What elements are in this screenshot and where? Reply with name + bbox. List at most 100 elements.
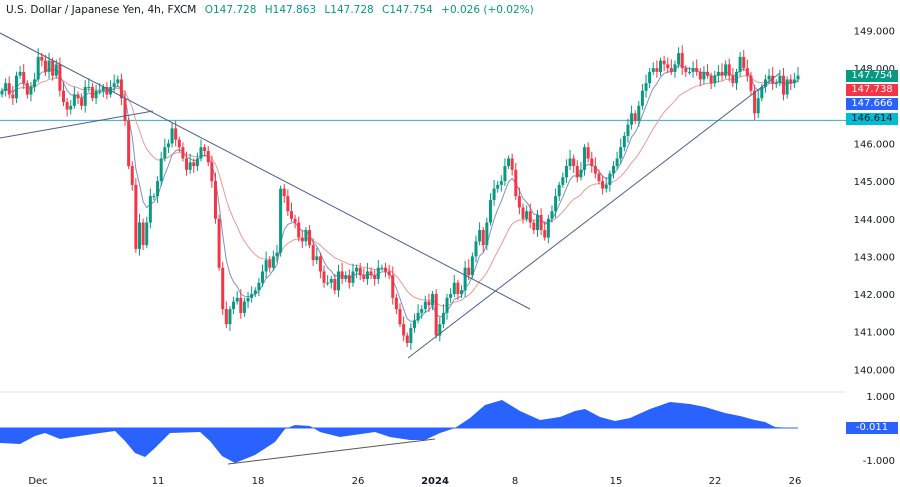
- oscillator-value-tag: -0.011: [846, 422, 898, 434]
- candle-body: [535, 214, 539, 231]
- candle-body: [561, 177, 565, 185]
- candle-body: [239, 297, 243, 313]
- descending-trendline: [0, 32, 531, 310]
- candle-body: [217, 218, 221, 268]
- candle-body: [753, 90, 757, 114]
- candle-body: [572, 158, 576, 167]
- candle-body: [666, 64, 670, 69]
- candle-body: [308, 230, 312, 246]
- candle-body: [250, 294, 254, 298]
- x-axis-label: 11: [152, 476, 165, 487]
- candle-body: [749, 75, 753, 91]
- open-value: O147.728: [204, 4, 257, 16]
- candle-body: [796, 75, 800, 80]
- ascending-trendline: [407, 72, 781, 359]
- candle-body: [127, 120, 131, 167]
- candle-body: [304, 230, 308, 242]
- candle-body: [669, 68, 673, 72]
- candle-body: [633, 113, 637, 121]
- low-value: L147.728: [324, 4, 374, 16]
- candle-body: [275, 252, 279, 257]
- candle-body: [452, 282, 456, 295]
- candle-body: [785, 79, 789, 95]
- candle-body: [203, 147, 207, 151]
- candle-body: [532, 222, 536, 231]
- candle-body: [702, 71, 706, 80]
- symbol-title: U.S. Dollar / Japanese Yen, 4h, FXCM: [6, 4, 197, 16]
- candle-body: [423, 301, 427, 310]
- candle-body: [170, 128, 174, 144]
- candle-body: [767, 75, 771, 80]
- candle-body: [43, 60, 47, 72]
- candle-body: [0, 90, 4, 95]
- candle-body: [503, 166, 507, 182]
- candle-body: [340, 271, 344, 279]
- candle-body: [347, 275, 351, 283]
- candle-body: [724, 64, 728, 76]
- candle-body: [163, 147, 167, 159]
- osc-axis-label: -1.000: [863, 456, 895, 467]
- candle-body: [604, 184, 608, 189]
- candle-body: [568, 158, 572, 167]
- candle-body: [771, 75, 775, 84]
- y-axis-label: 148.000: [854, 64, 895, 75]
- candle-body: [488, 199, 492, 223]
- candle-body: [481, 230, 485, 246]
- candle-body: [384, 267, 388, 272]
- candle-body: [300, 237, 304, 242]
- candle-body: [507, 158, 511, 167]
- slow-ma-line: [1, 75, 799, 307]
- candle-body: [134, 184, 138, 249]
- candle-body: [496, 184, 500, 189]
- x-axis-label: 22: [709, 476, 722, 487]
- candle-body: [557, 184, 561, 197]
- candle-body: [152, 196, 156, 198]
- candle-body: [398, 309, 402, 325]
- candle-body: [90, 86, 94, 99]
- candle-body: [716, 71, 720, 76]
- candle-body: [185, 158, 189, 170]
- candle-body: [279, 188, 283, 253]
- candle-body: [33, 79, 37, 87]
- candle-body: [543, 230, 547, 238]
- candle-body: [467, 267, 471, 276]
- candle-body: [677, 53, 681, 65]
- candle-body: [261, 271, 265, 283]
- fast-ma-line: [1, 64, 799, 322]
- candle-body: [586, 147, 590, 159]
- candle-body: [782, 75, 786, 95]
- candle-body: [391, 275, 395, 298]
- candle-body: [221, 267, 225, 310]
- candle-body: [546, 218, 550, 238]
- x-axis-label: 8: [512, 476, 518, 487]
- candle-body: [112, 83, 116, 87]
- candle-body: [590, 158, 594, 167]
- candle-body: [727, 64, 731, 76]
- candle-body: [760, 86, 764, 99]
- candle-body: [119, 79, 123, 99]
- candle-body: [691, 68, 695, 72]
- candle-body: [593, 166, 597, 174]
- candle-body: [253, 290, 257, 295]
- candle-body: [673, 64, 677, 72]
- x-axis-label: 26: [352, 476, 365, 487]
- candle-body: [539, 214, 543, 231]
- candle-body: [713, 75, 717, 84]
- candle-body: [698, 71, 702, 80]
- candle-body: [235, 297, 239, 302]
- candle-body: [438, 324, 442, 336]
- candle-body: [242, 301, 246, 313]
- candle-body: [387, 271, 391, 276]
- candle-body: [123, 98, 127, 121]
- candle-body: [695, 68, 699, 72]
- candle-body: [315, 256, 319, 261]
- candle-body: [659, 60, 663, 72]
- candle-body: [763, 79, 767, 87]
- candle-body: [29, 86, 33, 95]
- candle-body: [521, 207, 525, 219]
- candle-body: [742, 56, 746, 69]
- candle-body: [181, 147, 185, 159]
- candle-body: [380, 267, 384, 269]
- candle-body: [445, 297, 449, 313]
